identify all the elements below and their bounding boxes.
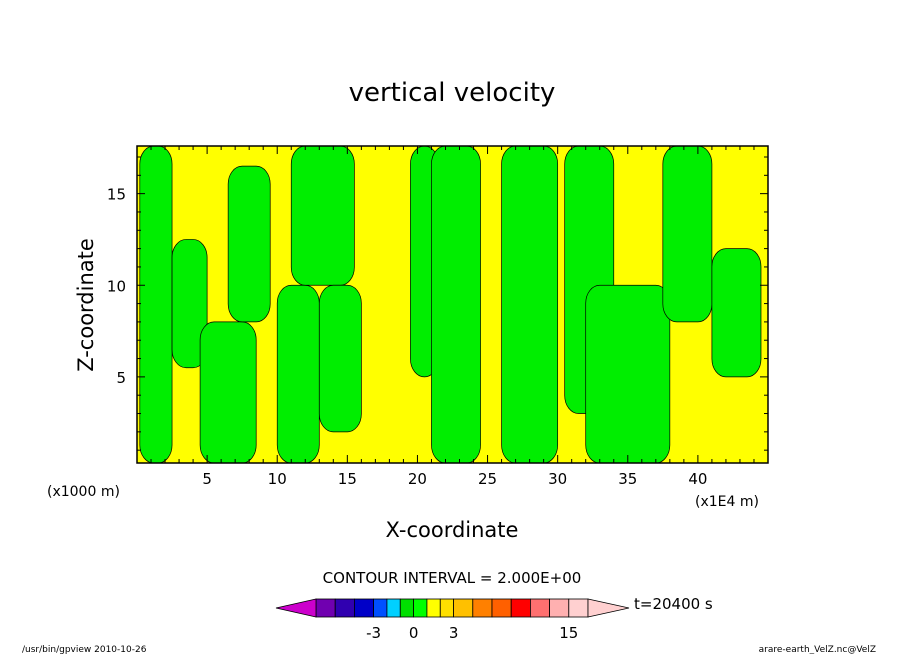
negative-region-11: [585, 284, 671, 463]
x-tick-label: 15: [338, 470, 357, 488]
contour-interval-label: CONTOUR INTERVAL = 2.000E+00: [323, 569, 582, 587]
negative-region-12: [662, 146, 713, 323]
colorbar-max-arrow: [587, 598, 630, 618]
time-label: t=20400 s: [634, 595, 713, 613]
y-tick-label: 15: [107, 186, 126, 204]
x-tick-label: 5: [202, 470, 212, 488]
x-axis-label: X-coordinate: [386, 518, 519, 542]
negative-region-4: [276, 284, 320, 463]
colorbar-segment: [472, 598, 493, 618]
y-axis-label: Z-coordinate: [74, 238, 98, 372]
negative-region-3: [227, 165, 271, 323]
negative-velocity-regions: [139, 146, 762, 463]
colorbar-segment: [334, 598, 355, 618]
colorbar-tick-label: -3: [366, 624, 381, 642]
x-tick-label: 25: [478, 470, 497, 488]
negative-region-5: [290, 146, 355, 286]
footer-left: /usr/bin/gpview 2010-10-26: [22, 645, 147, 654]
colorbar-min-arrow: [275, 598, 317, 618]
x-tick-label: 30: [548, 470, 567, 488]
colorbar-segment: [353, 598, 374, 618]
colorbar-segment: [491, 598, 512, 618]
negative-region-2: [199, 321, 257, 463]
negative-region-8: [431, 146, 481, 463]
x-axis-unit: (x1E4 m): [695, 494, 759, 510]
y-tick-label: 5: [116, 369, 126, 387]
colorbar-segment: [568, 598, 589, 618]
x-tick-label: 40: [688, 470, 707, 488]
colorbar-segment: [413, 598, 428, 618]
colorbar-segment: [426, 598, 441, 618]
x-axis: 5 10 15 20 25 30 35 40: [150, 146, 755, 488]
colorbar-tick-label: 0: [409, 624, 419, 642]
colorbar-segment: [439, 598, 454, 618]
colorbar-segment: [399, 598, 414, 618]
negative-region-6: [318, 284, 362, 433]
negative-region-1: [171, 239, 208, 369]
colorbar-segment: [453, 598, 474, 618]
colorbar-tick-label: 3: [449, 624, 459, 642]
colorbar-segment: [373, 598, 388, 618]
plot-area: [137, 146, 768, 463]
colorbar: [275, 598, 630, 618]
y-tick-label: 10: [107, 277, 126, 295]
x-tick-label: 10: [268, 470, 287, 488]
colorbar-labels: -3 0 3 15: [366, 624, 578, 642]
x-tick-label: 35: [618, 470, 637, 488]
negative-region-13: [711, 248, 762, 378]
colorbar-segment: [315, 598, 336, 618]
colorbar-segment: [530, 598, 551, 618]
negative-region-9: [501, 146, 559, 463]
plot-frame: [136, 145, 769, 464]
footer-right: arare-earth_VelZ.nc@VelZ: [759, 645, 876, 654]
colorbar-segment: [510, 598, 531, 618]
colorbar-tick-label: 15: [559, 624, 578, 642]
x-tick-label: 20: [408, 470, 427, 488]
colorbar-segment: [386, 598, 401, 618]
y-axis-unit: (x1000 m): [47, 484, 120, 500]
colorbar-segment: [549, 598, 570, 618]
chart-title: vertical velocity: [349, 78, 556, 108]
y-axis: 5 10 15: [107, 156, 768, 451]
